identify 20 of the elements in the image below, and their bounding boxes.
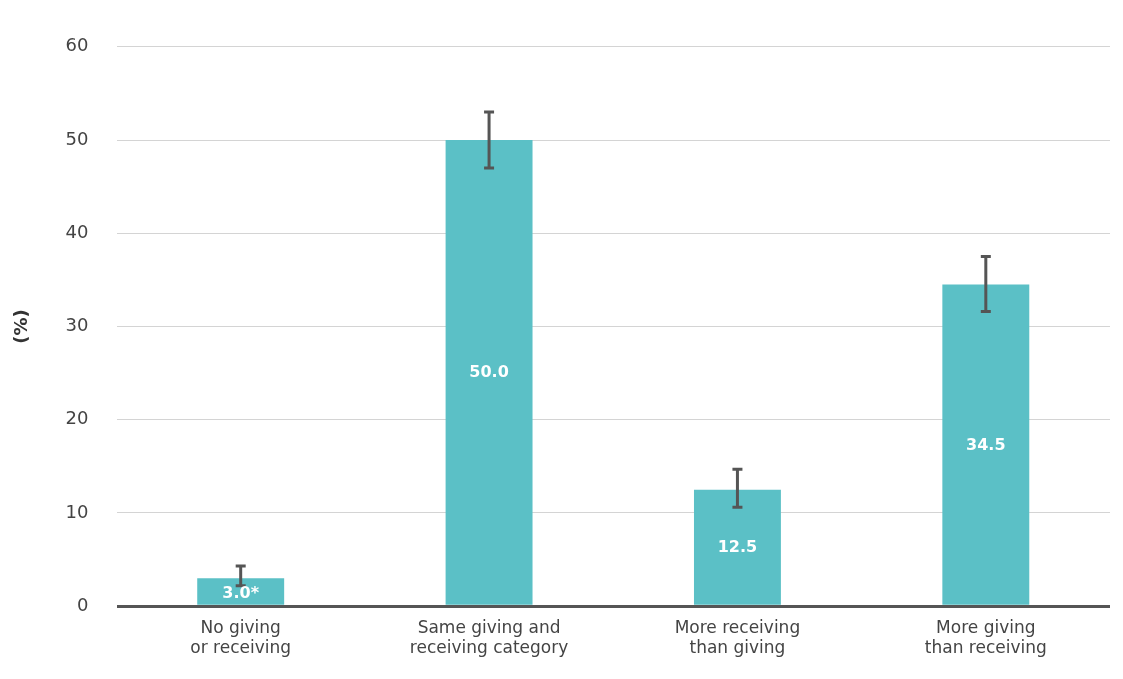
- y-tick-label: 20: [65, 407, 89, 429]
- bar: [693, 489, 781, 605]
- data-label: 12.5: [717, 537, 758, 557]
- y-tick-label: 40: [65, 220, 89, 242]
- y-axis-title: (%): [10, 309, 32, 344]
- x-tick-label: No giving or receiving: [190, 616, 292, 658]
- x-tick-label: More giving than receiving: [924, 616, 1047, 658]
- x-tick-label: More receiving than giving: [674, 616, 801, 658]
- y-tick-label: 10: [65, 500, 89, 522]
- data-label: 34.5: [966, 434, 1006, 454]
- bar: [942, 284, 1030, 605]
- data-label: 3.0*: [222, 583, 260, 603]
- y-tick-label: 30: [65, 314, 89, 336]
- y-tick-label: 50: [65, 127, 89, 149]
- x-tick-label: Same giving and receiving category: [409, 616, 569, 658]
- bar: [445, 140, 533, 605]
- y-tick-label: 0: [77, 593, 89, 615]
- data-label: 50.0: [469, 362, 509, 382]
- bar: [197, 578, 285, 605]
- y-tick-label: 60: [65, 34, 89, 56]
